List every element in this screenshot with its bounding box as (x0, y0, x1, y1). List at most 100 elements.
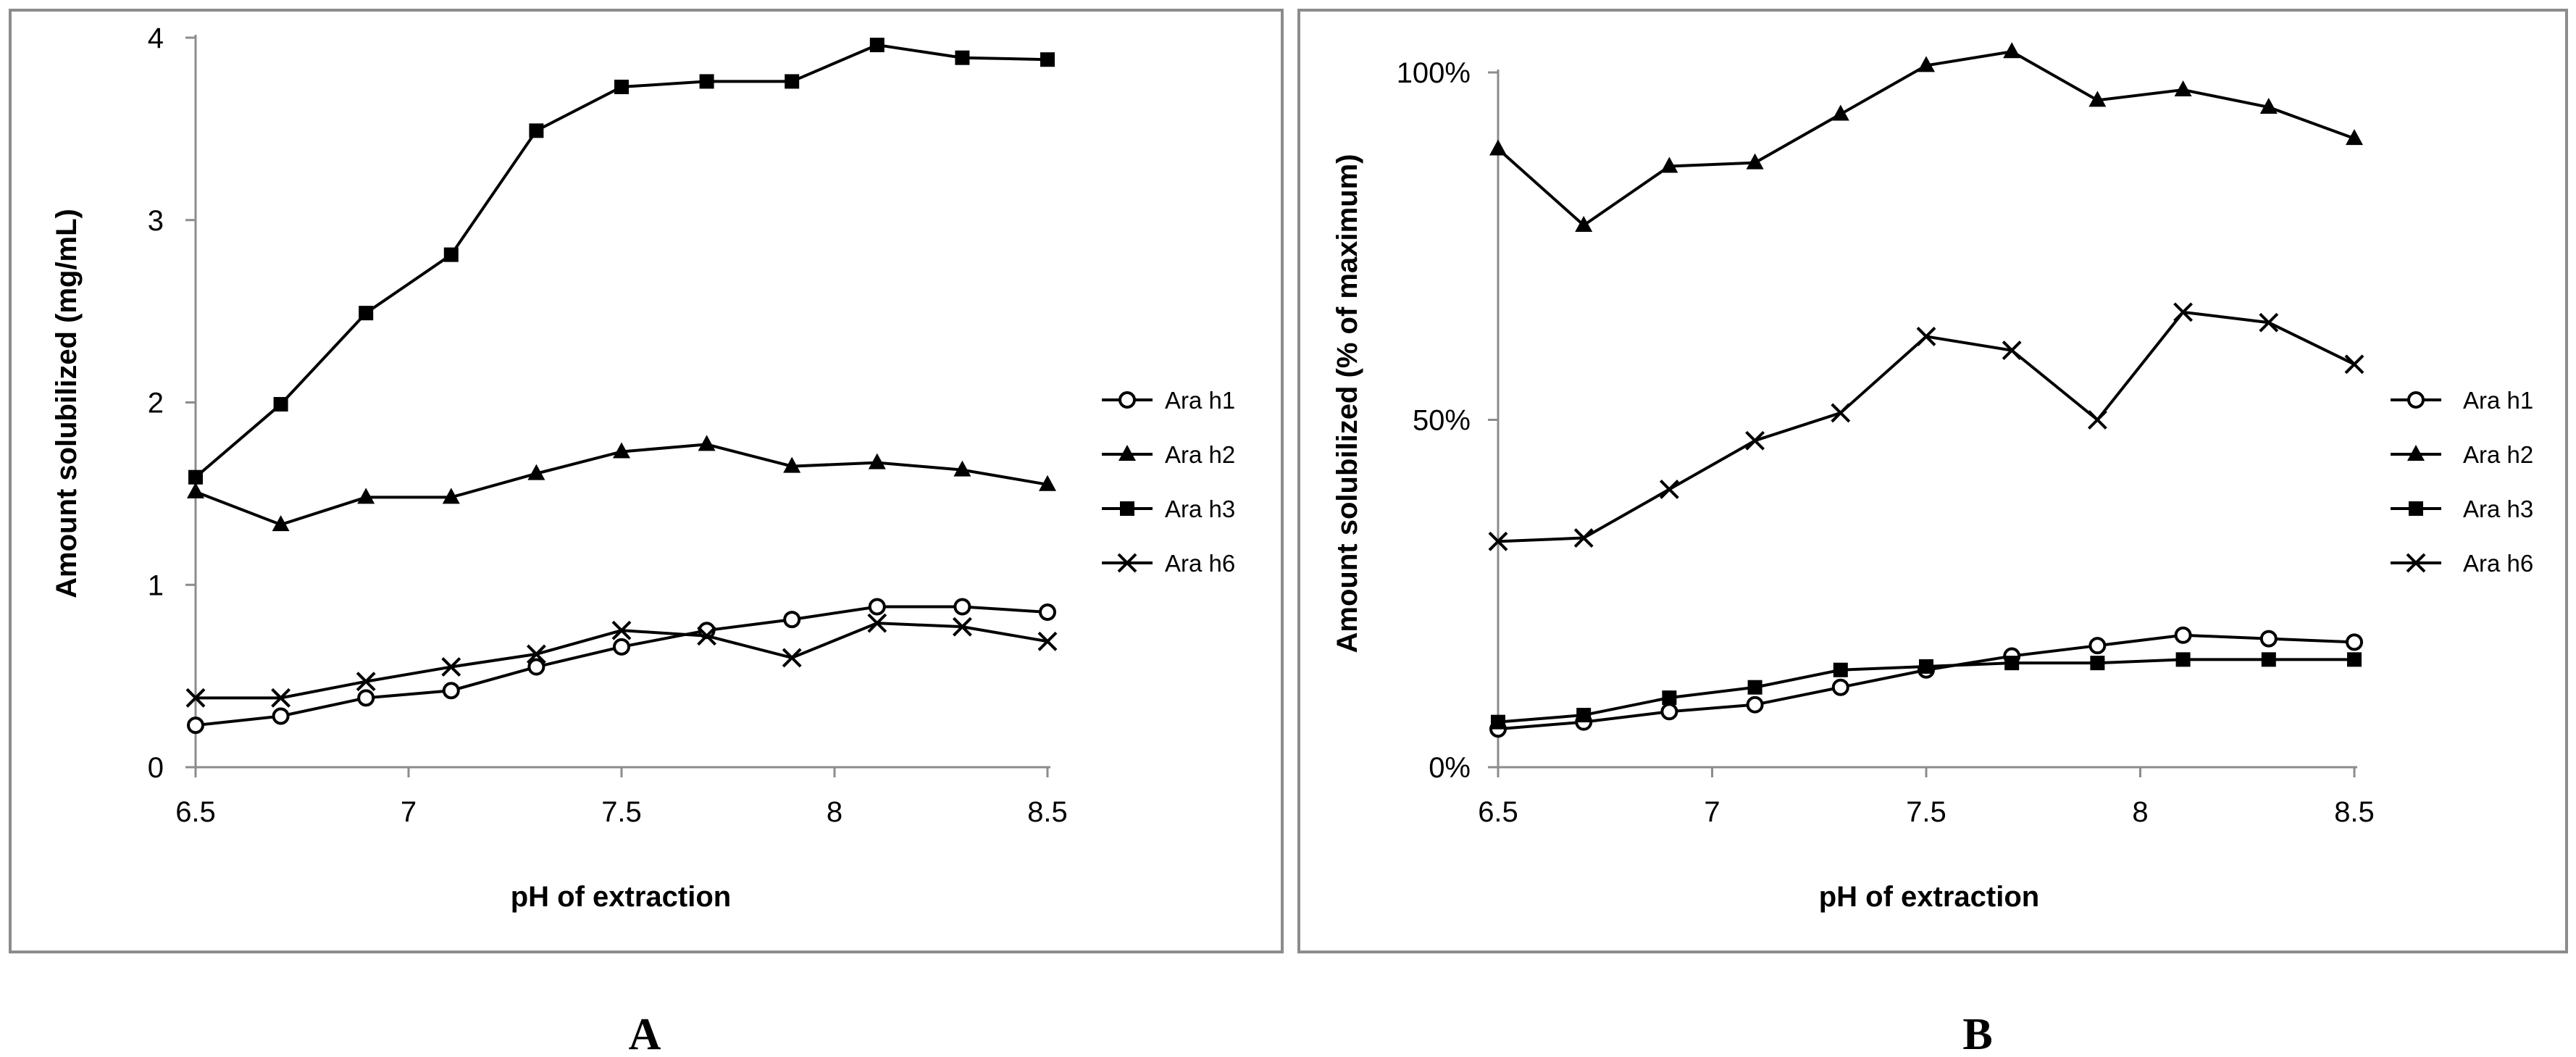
legend-marker-ara-h2 (2407, 445, 2425, 461)
data-point-ara-h2 (698, 435, 716, 451)
data-point-ara-h3 (1919, 659, 1933, 674)
data-point-ara-h1 (613, 638, 630, 656)
data-point-ara-h6 (2173, 302, 2194, 322)
panel-a-frame (9, 9, 1284, 953)
data-point-ara-h2 (1489, 139, 1507, 156)
y-axis-title-b: Amount solubilized (% of maximum) (1331, 154, 1363, 653)
data-point-ara-h3 (785, 74, 800, 89)
legend-label: Ara h6 (2463, 550, 2533, 577)
data-point-ara-h2 (1039, 475, 1056, 491)
data-point-ara-h1 (1660, 703, 1678, 721)
legend-marker-ara-h6 (1117, 553, 1137, 573)
data-point-ara-h6 (1037, 631, 1058, 651)
x-tick-label-a: 7.5 (601, 796, 642, 828)
data-point-ara-h3 (1662, 690, 1677, 706)
data-point-ara-h1 (442, 682, 460, 700)
data-point-ara-h1 (2174, 626, 2192, 644)
y-tick-label-a: 1 (148, 569, 164, 601)
legend-label: Ara h3 (2463, 496, 2533, 522)
legend-label: Ara h1 (1165, 387, 1235, 414)
series-ara-h1-a (187, 598, 1056, 735)
legend-item-ara-h2: Ara h2 (2391, 441, 2533, 468)
data-point-ara-h1 (1039, 603, 1056, 622)
data-point-ara-h2 (1660, 156, 1678, 173)
series-ara-h6-b (1488, 302, 2364, 551)
legend-marker-ara-h1 (2407, 391, 2425, 409)
data-point-ara-h3 (2261, 652, 2276, 667)
data-point-ara-h3 (614, 79, 629, 94)
data-point-ara-h1 (187, 716, 204, 735)
data-point-ara-h2 (1746, 153, 1764, 170)
y-axis-title-a: Amount solubilized (mg/mL) (51, 209, 83, 598)
data-point-ara-h6 (2259, 312, 2279, 333)
data-point-ara-h3 (1576, 708, 1592, 723)
x-tick-label-b: 8 (2132, 796, 2148, 828)
x-tick-label-b: 6.5 (1478, 796, 1518, 828)
data-point-ara-h3 (869, 38, 885, 53)
plot-area-a: 0 1 2 3 4 6.5 7 7.5 8 8.5 (148, 22, 1068, 828)
data-point-ara-h1 (1831, 678, 1849, 696)
data-point-ara-h2 (613, 442, 630, 459)
data-point-ara-h3 (1040, 52, 1055, 67)
data-point-ara-h6 (441, 657, 461, 677)
legend-marker-ara-h1 (1118, 391, 1136, 409)
legend-item-ara-h1: Ara h1 (2391, 387, 2533, 414)
x-tick-label-a: 6.5 (175, 796, 216, 828)
data-point-ara-h1 (357, 689, 375, 707)
series-ara-h3-b (1491, 652, 2362, 730)
data-point-ara-h6 (611, 620, 632, 640)
series-ara-h2-a (187, 435, 1056, 532)
data-point-ara-h2 (868, 453, 886, 469)
legend-label: Ara h2 (1165, 441, 1235, 468)
x-tick-label-a: 8 (827, 796, 842, 828)
data-point-ara-h3 (529, 123, 544, 138)
data-point-ara-h1 (272, 707, 290, 725)
chart-panel-a: 0 1 2 3 4 6.5 7 7.5 8 8.5 Amount solubilized (mg/… (9, 9, 1284, 1057)
data-point-ara-h3 (2175, 652, 2191, 667)
legend-label: Ara h6 (1165, 550, 1235, 577)
data-point-ara-h6 (1488, 531, 1508, 551)
x-tick-label-a: 7 (401, 796, 417, 828)
data-point-ara-h1 (527, 658, 545, 676)
data-point-ara-h6 (2087, 410, 2107, 430)
data-point-ara-h3 (955, 50, 970, 65)
data-point-ara-h2 (2174, 80, 2192, 96)
legend-label: Ara h1 (2463, 387, 2533, 414)
data-point-ara-h6 (1573, 528, 1594, 548)
legend-marker-ara-h2 (1118, 445, 1136, 461)
data-point-ara-h2 (783, 456, 801, 473)
y-tick-label-b: 50% (1413, 405, 1471, 437)
legend-a: Ara h1 Ara h2 Ara h3 Ara h6 (1102, 387, 1235, 577)
data-point-ara-h3 (359, 306, 374, 321)
data-point-ara-h2 (2088, 91, 2107, 107)
legend-marker-ara-h3 (2409, 501, 2423, 516)
legend-item-ara-h3: Ara h3 (2391, 496, 2533, 522)
data-point-ara-h6 (356, 672, 376, 692)
data-point-ara-h2 (1918, 56, 1935, 72)
x-tick-label-b: 8.5 (2334, 796, 2375, 828)
data-point-ara-h3 (273, 397, 288, 412)
series-ara-h6-a (185, 613, 1058, 708)
data-point-ara-h1 (2346, 633, 2363, 651)
y-tick-label-a: 3 (148, 205, 164, 237)
data-point-ara-h6 (1745, 430, 1765, 451)
data-point-ara-h2 (2346, 129, 2363, 146)
data-point-ara-h6 (1916, 327, 1936, 346)
data-point-ara-h6 (867, 613, 887, 633)
data-point-ara-h6 (2344, 354, 2364, 375)
data-point-ara-h2 (527, 464, 545, 480)
panel-b-frame (1297, 9, 2568, 953)
legend-item-ara-h6: Ara h6 (2391, 550, 2533, 577)
legend-item-ara-h6: Ara h6 (1102, 550, 1235, 577)
x-tick-label-b: 7.5 (1906, 796, 1946, 828)
data-point-ara-h6 (697, 626, 717, 646)
data-point-ara-h1 (783, 611, 801, 629)
x-axis-title-a: pH of extraction (511, 881, 731, 913)
legend-label: Ara h2 (2463, 441, 2533, 468)
x-tick-label-b: 7 (1704, 796, 1720, 828)
series-ara-h2-b (1489, 42, 2363, 232)
data-point-ara-h6 (271, 688, 291, 708)
data-point-ara-h3 (2090, 656, 2105, 671)
plot-area-b: 0% 50% 100% 6.5 7 7.5 8 8.5 (1397, 42, 2375, 828)
